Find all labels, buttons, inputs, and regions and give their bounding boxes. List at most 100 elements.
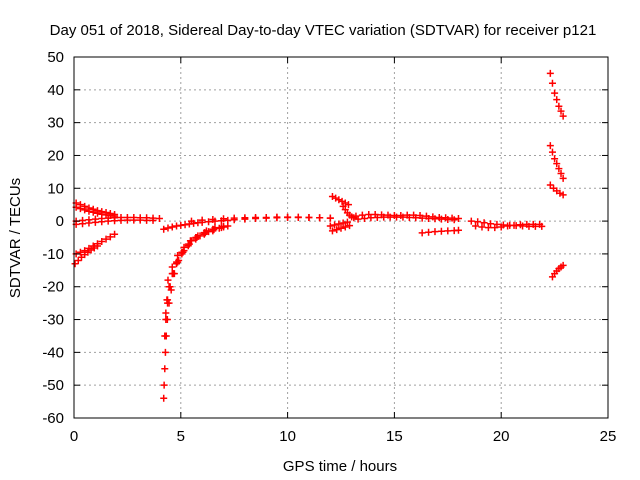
data-point (559, 112, 567, 120)
data-point (335, 220, 343, 228)
y-tick-label: 0 (56, 213, 64, 230)
data-point (161, 332, 169, 340)
data-point (437, 227, 445, 235)
data-point (487, 220, 495, 228)
data-point (224, 216, 232, 224)
data-point (200, 229, 208, 237)
data-point (326, 222, 334, 230)
y-axis-label: SDTVAR / TECUs (7, 178, 24, 298)
data-point (418, 214, 426, 222)
data-point (510, 221, 518, 229)
data-point (143, 216, 151, 224)
data-point (284, 213, 292, 221)
data-point (76, 248, 84, 256)
data-point (338, 197, 346, 205)
data-point (405, 213, 413, 221)
data-point (367, 214, 375, 222)
data-point (98, 218, 106, 226)
y-tick-label: 40 (47, 82, 64, 99)
data-point (111, 217, 119, 225)
data-point (454, 226, 462, 234)
y-tick-label: 20 (47, 147, 64, 164)
x-tick-label: 25 (600, 428, 617, 445)
data-point (161, 348, 169, 356)
data-point (431, 228, 439, 236)
data-point (343, 218, 351, 226)
axes: 0 5 10 15 20 25 -60 -50 -40 -30 -20 -10 0 10 20 30 40 50 (42, 49, 616, 445)
data-point (168, 270, 176, 278)
y-tick-label: -10 (42, 246, 64, 263)
data-point (187, 237, 195, 245)
y-tick-label: -40 (42, 344, 64, 361)
data-point (155, 214, 163, 222)
plot-frame (73, 56, 609, 419)
data-point (198, 216, 206, 224)
data-point (484, 224, 492, 232)
data-point (81, 206, 89, 214)
data-point (160, 225, 168, 233)
data-point (557, 170, 565, 178)
data-point (160, 381, 168, 389)
data-point (241, 215, 249, 223)
data-point (326, 214, 334, 222)
data-point (548, 148, 556, 156)
data-point (335, 196, 343, 204)
x-tick-label: 15 (386, 428, 403, 445)
data-point (339, 219, 347, 227)
data-point (117, 216, 125, 224)
data-point (160, 394, 168, 402)
x-tick-label: 10 (279, 428, 296, 445)
data-point (523, 220, 531, 228)
data-point (205, 218, 213, 226)
data-point (111, 230, 119, 238)
data-point (444, 227, 452, 235)
data-point (85, 207, 93, 215)
data-point (504, 222, 512, 230)
data-point (467, 217, 475, 225)
data-point (354, 215, 362, 223)
data-point (168, 223, 176, 231)
data-point (478, 223, 486, 231)
y-tick-label: -60 (42, 410, 64, 427)
data-point (444, 215, 452, 223)
data-point (341, 223, 349, 231)
data-point (164, 276, 172, 284)
y-tick-label: -30 (42, 312, 64, 329)
data-point (344, 201, 352, 209)
data-point (548, 79, 556, 87)
data-point (316, 214, 324, 222)
data-point (123, 216, 131, 224)
y-tick-label: 50 (47, 49, 64, 66)
data-point (136, 216, 144, 224)
data-point (328, 192, 336, 200)
data-point (553, 160, 561, 168)
data-point (454, 214, 462, 222)
data-point (555, 165, 563, 173)
data-point (393, 213, 401, 221)
data-points (71, 69, 567, 402)
data-point (215, 224, 223, 232)
data-point (559, 261, 567, 269)
data-point (106, 233, 114, 241)
data-point (346, 222, 354, 230)
data-point (536, 220, 544, 228)
data-point (332, 194, 340, 202)
data-point (491, 224, 499, 232)
data-point (130, 216, 138, 224)
data-point (85, 219, 93, 227)
data-point (74, 256, 82, 264)
data-point (205, 228, 213, 236)
data-point (209, 215, 217, 223)
data-point (192, 234, 200, 241)
data-point (399, 213, 407, 221)
data-point (196, 232, 204, 240)
data-point (149, 216, 157, 224)
data-point (425, 214, 433, 222)
data-point (79, 220, 87, 228)
data-point (331, 221, 339, 229)
data-point (230, 216, 238, 224)
data-point (529, 220, 537, 228)
data-point (91, 218, 99, 226)
data-point (173, 258, 181, 266)
data-point (89, 208, 97, 216)
